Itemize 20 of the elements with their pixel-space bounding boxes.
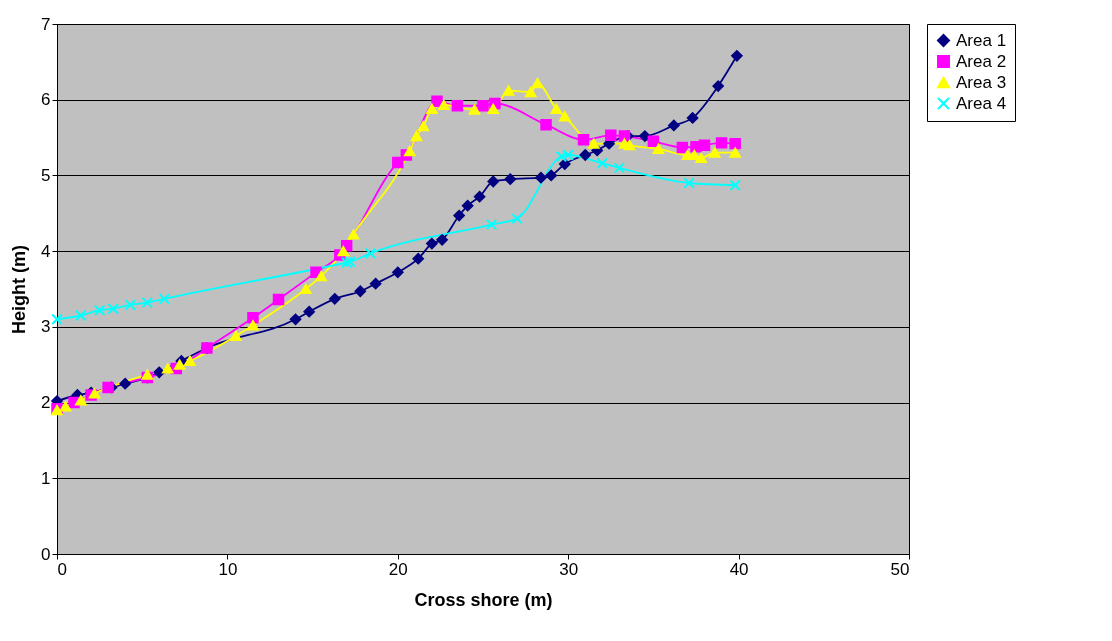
legend-label: Area 4 (956, 93, 1007, 113)
y-tick-label: 4 (41, 241, 51, 261)
y-tick-label: 5 (41, 165, 51, 185)
x-tick-label: 30 (559, 559, 579, 579)
legend-label: Area 2 (956, 51, 1007, 71)
x-axis-title: Cross shore (m) (414, 589, 553, 610)
y-tick-label: 0 (41, 544, 51, 564)
y-tick-label: 3 (41, 317, 51, 337)
x-tick-label: 40 (729, 559, 749, 579)
x-tick-label: 50 (890, 559, 910, 579)
y-tick-label: 1 (41, 468, 51, 488)
x-tick-label: 20 (388, 559, 408, 579)
y-tick-label: 2 (41, 393, 51, 413)
legend-label: Area 3 (956, 72, 1007, 92)
y-axis-title: Height (m) (9, 245, 30, 334)
x-tick-label: 10 (218, 559, 238, 579)
legend-label: Area 1 (956, 30, 1007, 50)
y-tick-label: 6 (41, 90, 51, 110)
y-tick-label: 7 (41, 14, 51, 34)
x-tick-label: 0 (57, 559, 67, 579)
